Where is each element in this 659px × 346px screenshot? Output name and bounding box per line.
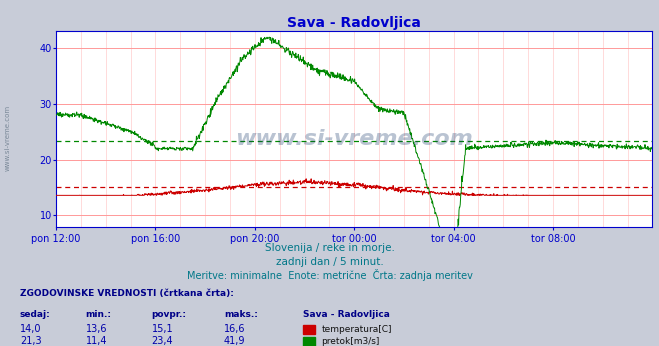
Text: 13,6: 13,6: [86, 324, 107, 334]
Text: temperatura[C]: temperatura[C]: [322, 325, 392, 334]
Text: www.si-vreme.com: www.si-vreme.com: [5, 105, 11, 172]
Text: 16,6: 16,6: [224, 324, 246, 334]
Text: 21,3: 21,3: [20, 336, 42, 346]
Text: 14,0: 14,0: [20, 324, 42, 334]
Text: Meritve: minimalne  Enote: metrične  Črta: zadnja meritev: Meritve: minimalne Enote: metrične Črta:…: [186, 268, 473, 281]
Text: povpr.:: povpr.:: [152, 310, 186, 319]
Text: 11,4: 11,4: [86, 336, 107, 346]
Text: Slovenija / reke in morje.: Slovenija / reke in morje.: [264, 243, 395, 253]
Title: Sava - Radovljica: Sava - Radovljica: [287, 16, 421, 30]
Text: Sava - Radovljica: Sava - Radovljica: [303, 310, 390, 319]
Text: maks.:: maks.:: [224, 310, 258, 319]
Text: zadnji dan / 5 minut.: zadnji dan / 5 minut.: [275, 257, 384, 267]
Text: sedaj:: sedaj:: [20, 310, 51, 319]
Text: 41,9: 41,9: [224, 336, 246, 346]
Text: ZGODOVINSKE VREDNOSTI (črtkana črta):: ZGODOVINSKE VREDNOSTI (črtkana črta):: [20, 289, 234, 298]
Text: 23,4: 23,4: [152, 336, 173, 346]
Text: 15,1: 15,1: [152, 324, 173, 334]
Text: pretok[m3/s]: pretok[m3/s]: [322, 337, 380, 346]
Text: www.si-vreme.com: www.si-vreme.com: [235, 129, 473, 149]
Text: min.:: min.:: [86, 310, 111, 319]
